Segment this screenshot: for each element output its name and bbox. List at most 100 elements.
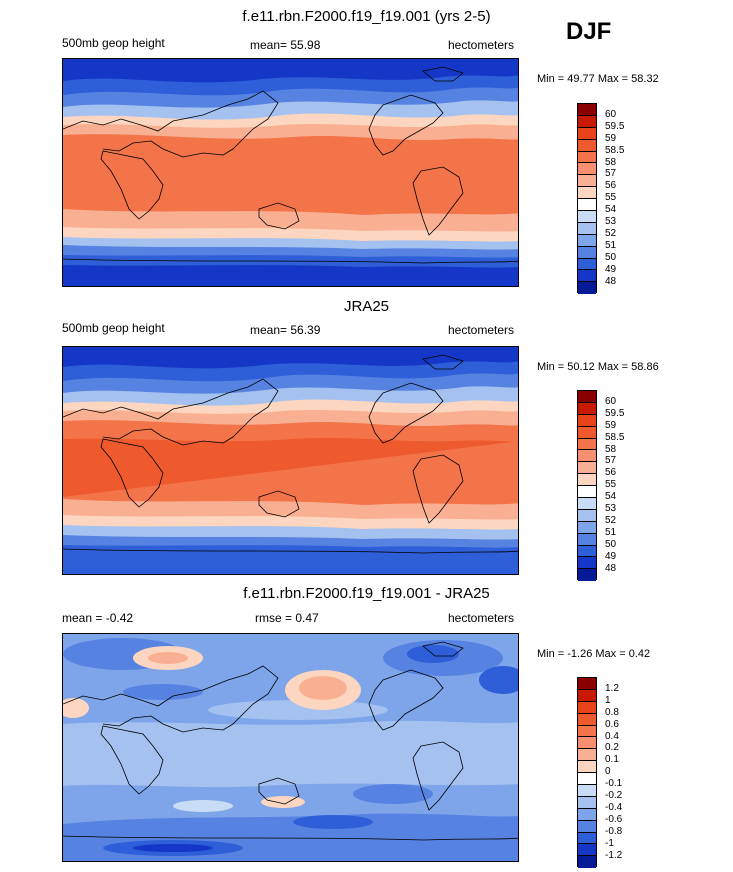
colorbar-swatch [578, 773, 596, 786]
colorbar-tick-label: 57 [605, 168, 617, 180]
colorbar-tick-label: 52 [605, 227, 617, 239]
panel-diff-title: f.e11.rbn.F2000.f19_f19.001 - JRA25 [243, 585, 490, 602]
panel-obs-title: JRA25 [343, 298, 390, 315]
panel-diff-minmax: Min = -1.26 Max = 0.42 [537, 648, 651, 660]
colorbar-tick-label: -1.2 [605, 849, 623, 861]
colorbar-swatch [578, 474, 596, 487]
colorbar-swatch [578, 856, 596, 869]
colorbar-tick-label: 54 [605, 204, 617, 216]
colorbar-swatch [578, 820, 596, 833]
colorbar-swatch [578, 187, 596, 200]
colorbar-swatch [578, 402, 596, 415]
colorbar-swatch [578, 391, 596, 403]
colorbar-tick-label: -0.6 [605, 813, 623, 825]
colorbar-swatch [578, 270, 596, 283]
colorbar-swatch [578, 701, 596, 714]
colorbar-swatch [578, 533, 596, 546]
colorbar-swatch [578, 832, 596, 845]
colorbar-tick-label: 0 [605, 766, 611, 778]
colorbar-swatch [578, 139, 596, 152]
colorbar-tick-label: 50 [605, 251, 617, 263]
colorbar-tick-label: 59.5 [605, 120, 625, 132]
colorbar-tick-label: 0.1 [605, 754, 619, 766]
colorbar-tick-label: 53 [605, 503, 617, 514]
colorbar-swatch [578, 486, 596, 499]
colorbar-swatch [578, 127, 596, 140]
colorbar-swatch [578, 569, 596, 582]
panel-diff-mean-label: mean = -0.42 [62, 611, 134, 625]
colorbar-swatch [578, 104, 596, 116]
panel-obs-mean-label: mean= 56.39 [250, 323, 321, 337]
colorbar-tick-label: 1.2 [605, 682, 619, 694]
colorbar-swatch [578, 163, 596, 176]
colorbar-swatch [578, 211, 596, 223]
colorbar-tick-label: 0.2 [605, 742, 619, 754]
colorbar-tick-label: 57 [605, 455, 617, 467]
colorbar-tick-label: 52 [605, 514, 617, 526]
panel-obs-map [62, 346, 519, 575]
colorbar-swatch [578, 438, 596, 451]
colorbar-tick-label: 56 [605, 467, 617, 479]
panel-diff-colorbar [577, 677, 597, 869]
colorbar-tick-label: 60 [605, 108, 617, 120]
panel-obs-units-label: hectometers [448, 323, 515, 337]
colorbar-swatch [578, 426, 596, 439]
colorbar-tick-label: 48 [605, 562, 617, 574]
panel-diff-rmse-label: rmse = 0.47 [255, 611, 319, 625]
panel-model-minmax: Min = 49.77 Max = 58.32 [537, 73, 659, 85]
colorbar-swatch [578, 713, 596, 726]
colorbar-tick-label: 0.8 [605, 706, 619, 718]
colorbar-swatch [578, 737, 596, 750]
panel-model-units-label: hectometers [448, 38, 515, 52]
colorbar-swatch [578, 234, 596, 247]
colorbar-tick-label: 59 [605, 419, 617, 431]
panel-model-colorbar [577, 103, 597, 295]
colorbar-swatch [578, 689, 596, 702]
colorbar-swatch [578, 844, 596, 857]
colorbar-swatch [578, 222, 596, 235]
panel-model-map [62, 58, 519, 287]
colorbar-swatch [578, 414, 596, 427]
colorbar-tick-label: 1 [605, 694, 611, 706]
panel-model-variable-label: 500mb geop height [62, 36, 165, 50]
colorbar-swatch [578, 258, 596, 271]
colorbar-tick-label: 51 [605, 239, 617, 251]
colorbar-tick-label: 54 [605, 491, 617, 503]
colorbar-tick-label: 48 [605, 275, 617, 287]
panel-model-mean-label: mean= 55.98 [250, 38, 321, 52]
panel-obs-colorbar [577, 390, 597, 582]
colorbar-swatch [578, 175, 596, 188]
colorbar-swatch [578, 761, 596, 774]
colorbar-swatch [578, 498, 596, 510]
colorbar-swatch [578, 282, 596, 295]
colorbar-tick-label: 49 [605, 550, 617, 562]
colorbar-swatch [578, 509, 596, 522]
panel-diff-map [62, 633, 519, 862]
colorbar-tick-label: -0.2 [605, 790, 623, 801]
colorbar-tick-label: 55 [605, 479, 617, 491]
colorbar-swatch [578, 749, 596, 762]
colorbar-swatch [578, 557, 596, 570]
colorbar-swatch [578, 199, 596, 212]
colorbar-tick-label: 53 [605, 216, 617, 227]
colorbar-tick-label: 49 [605, 263, 617, 275]
colorbar-tick-label: 60 [605, 395, 617, 407]
panel-diff-units-label: hectometers [448, 611, 515, 625]
season-label: DJF [566, 18, 612, 45]
colorbar-swatch [578, 725, 596, 738]
colorbar-swatch [578, 521, 596, 534]
colorbar-tick-label: 58 [605, 443, 617, 455]
colorbar-tick-label: 59.5 [605, 407, 625, 419]
colorbar-tick-label: 58.5 [605, 431, 625, 443]
colorbar-swatch [578, 545, 596, 558]
colorbar-tick-label: -0.8 [605, 825, 623, 837]
colorbar-tick-label: 58 [605, 156, 617, 168]
colorbar-tick-label: 59 [605, 132, 617, 144]
panel-obs-variable-label: 500mb geop height [62, 321, 165, 335]
colorbar-tick-label: 0.6 [605, 718, 619, 730]
panel-model-title: f.e11.rbn.F2000.f19_f19.001 (yrs 2-5) [242, 8, 491, 25]
colorbar-swatch [578, 796, 596, 809]
colorbar-swatch [578, 808, 596, 821]
colorbar-tick-label: 58.5 [605, 144, 625, 156]
colorbar-tick-label: 51 [605, 526, 617, 538]
